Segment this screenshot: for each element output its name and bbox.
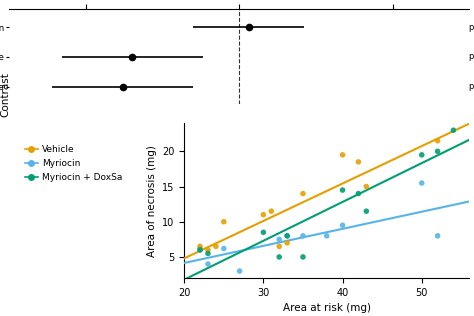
Point [434, 149, 441, 154]
Point [355, 191, 362, 196]
Point [275, 244, 283, 249]
Point [260, 230, 267, 235]
Point [299, 233, 307, 238]
Legend: Vehicle, Myriocin, Myriocin + DoxSa: Vehicle, Myriocin, Myriocin + DoxSa [23, 143, 124, 184]
Point [275, 254, 283, 259]
Point [418, 180, 426, 185]
Point [355, 159, 362, 164]
Point [196, 247, 204, 252]
Point [283, 240, 291, 246]
Point [363, 209, 370, 214]
Point [299, 254, 307, 259]
Point [204, 261, 212, 266]
Text: Contrast: Contrast [0, 72, 11, 117]
Point [260, 212, 267, 217]
Point [275, 237, 283, 242]
Y-axis label: Area of necrosis (mg): Area of necrosis (mg) [146, 145, 156, 257]
Text: p = 0.98: p = 0.98 [469, 23, 474, 32]
Point [363, 184, 370, 189]
Point [204, 251, 212, 256]
Point [418, 152, 426, 157]
Point [196, 247, 204, 252]
Text: p = 0.016: p = 0.016 [469, 82, 474, 91]
Point [267, 209, 275, 214]
Text: p = 0.028: p = 0.028 [469, 52, 474, 61]
Point [339, 152, 346, 157]
Point [323, 233, 330, 238]
Point [220, 246, 228, 251]
Point [434, 233, 441, 238]
X-axis label: Area at risk (mg): Area at risk (mg) [283, 303, 371, 313]
Point [339, 187, 346, 192]
Point [434, 138, 441, 143]
Point [212, 244, 219, 249]
Point [204, 247, 212, 252]
Point [196, 246, 204, 251]
Point [339, 223, 346, 228]
Point [283, 233, 291, 238]
Point [283, 233, 291, 238]
Point [220, 219, 228, 224]
Point [236, 269, 244, 274]
Point [196, 244, 204, 249]
Point [299, 191, 307, 196]
Point [450, 128, 457, 133]
